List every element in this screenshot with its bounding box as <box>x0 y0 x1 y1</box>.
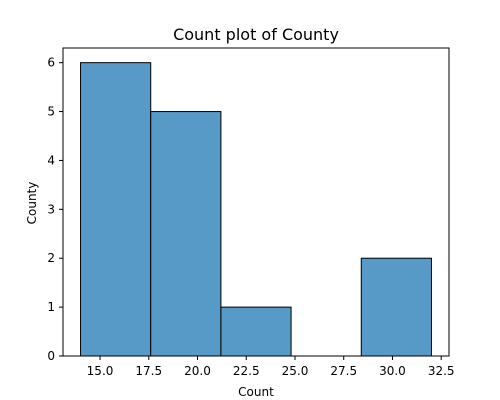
x-tick-label: 15.0 <box>87 364 114 378</box>
y-tick-label: 2 <box>47 251 55 265</box>
plot-frame <box>62 47 450 357</box>
chart-title: Count plot of County <box>173 25 339 44</box>
x-axis-label: Count <box>238 385 274 399</box>
y-tick-label: 4 <box>47 153 55 167</box>
x-axis-ticks: 15.0 17.5 20.0 22.5 25.0 27.5 30.0 32.5 <box>87 356 455 378</box>
y-tick-label: 6 <box>47 56 55 70</box>
x-tick-label: 17.5 <box>135 364 162 378</box>
y-tick-label: 1 <box>47 300 55 314</box>
histogram-bar-0 <box>80 62 152 357</box>
x-tick-label: 22.5 <box>233 364 260 378</box>
y-axis-ticks: 0 1 2 3 4 5 6 <box>47 56 63 363</box>
x-tick-label: 20.0 <box>184 364 211 378</box>
y-tick-label: 0 <box>47 349 55 363</box>
histogram-bar-2 <box>220 306 292 357</box>
x-tick-label: 30.0 <box>379 364 406 378</box>
x-tick-label: 27.5 <box>330 364 357 378</box>
x-tick-label: 32.5 <box>428 364 455 378</box>
histogram-bar-4 <box>360 257 432 357</box>
histogram-bar-1 <box>150 111 222 357</box>
y-tick-label: 5 <box>47 105 55 119</box>
x-tick-label: 25.0 <box>282 364 309 378</box>
y-tick-label: 3 <box>47 202 55 216</box>
y-axis-label: County <box>25 182 39 225</box>
bars-group <box>80 62 432 357</box>
